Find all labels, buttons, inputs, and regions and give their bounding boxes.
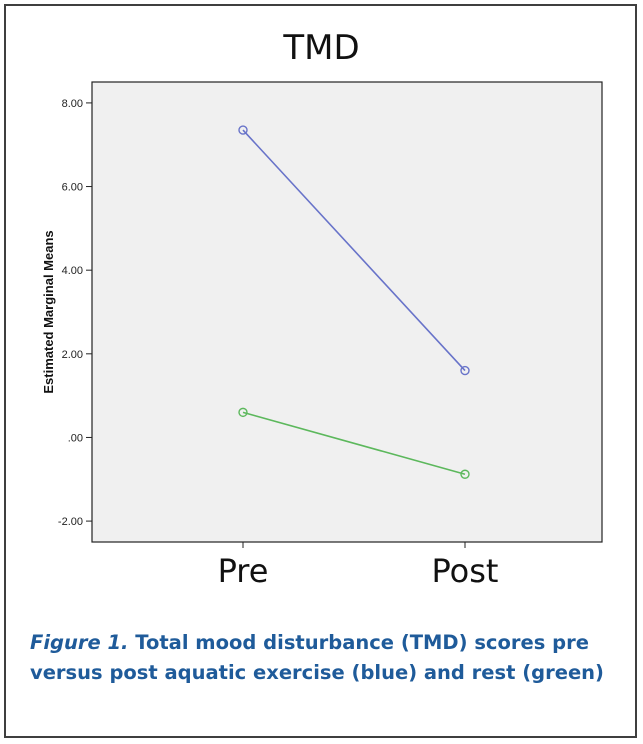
y-axis: -2.00 .00 2.00 4.00 6.00 8.00 [58,98,92,528]
series-line [242,411,466,476]
figure-caption-text: Total mood disturbance (TMD) scores pre … [30,631,604,684]
data-point [238,407,248,418]
y-tick-label: 2.00 [62,349,83,361]
x-tick-label: Post [432,552,499,590]
data-point [460,469,470,479]
x-tick-label: Pre [218,552,269,590]
y-tick-label: 4.00 [62,265,83,277]
y-tick-label: 6.00 [62,182,83,194]
series-layer [238,125,470,479]
data-point [238,125,248,135]
y-axis-label: Estimated Marginal Means [41,230,56,393]
series-line [242,129,466,372]
chart-title: TMD [283,28,360,68]
figure-caption: Figure 1. Total mood disturbance (TMD) s… [30,628,620,688]
figure-caption-label: Figure 1. [30,631,129,654]
data-point [460,365,470,376]
y-tick-label: .00 [68,432,83,444]
y-tick-label: -2.00 [58,516,83,528]
line-chart: -2.00 .00 2.00 4.00 6.00 8.00 Pre Post Estimat… [41,81,603,590]
x-axis: Pre Post [218,542,499,590]
plot-area [91,81,603,543]
y-tick-label: 8.00 [62,98,83,110]
